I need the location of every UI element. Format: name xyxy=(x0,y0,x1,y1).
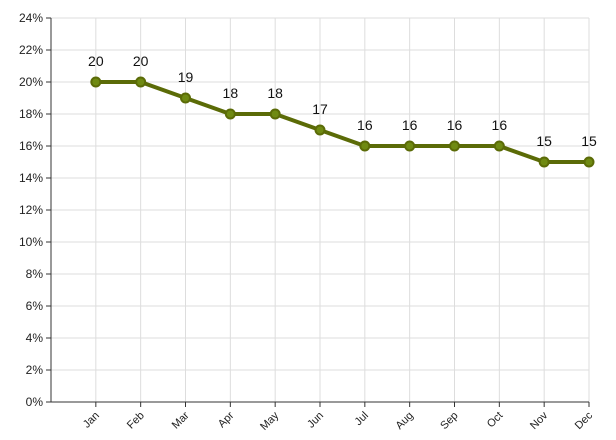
series-group xyxy=(93,80,591,164)
data-label: 15 xyxy=(536,133,552,149)
data-point xyxy=(269,108,281,120)
data-point xyxy=(359,140,371,152)
y-tick-label: 22% xyxy=(19,43,43,57)
data-point xyxy=(493,140,505,152)
y-tick-label: 2% xyxy=(26,363,44,377)
y-tick-label: 4% xyxy=(26,331,44,345)
series-line xyxy=(93,80,591,164)
data-labels: 20 20 19 18 18 17 16 16 16 16 15 15 xyxy=(88,53,597,149)
y-tick-label: 0% xyxy=(26,395,44,409)
data-point xyxy=(180,92,191,104)
data-point xyxy=(224,108,236,120)
data-label: 15 xyxy=(581,133,597,149)
data-label: 16 xyxy=(447,117,463,133)
data-point xyxy=(583,156,595,168)
data-point xyxy=(404,140,416,152)
data-point xyxy=(314,124,326,136)
y-tick-label: 24% xyxy=(19,11,43,25)
data-point xyxy=(538,156,550,168)
y-tick-label: 6% xyxy=(26,299,44,313)
data-label: 16 xyxy=(492,117,508,133)
data-label: 16 xyxy=(402,117,418,133)
y-tick-label: 20% xyxy=(19,75,43,89)
data-label: 18 xyxy=(223,85,239,101)
chart-axes xyxy=(46,17,590,407)
data-label: 20 xyxy=(88,53,104,69)
data-label: 19 xyxy=(178,69,194,85)
y-tick-label: 14% xyxy=(19,171,43,185)
y-tick-label: 8% xyxy=(26,267,44,281)
data-point xyxy=(135,76,147,88)
data-point xyxy=(449,140,460,152)
grid-lines xyxy=(51,17,590,402)
data-label: 17 xyxy=(312,101,328,117)
y-tick-label: 16% xyxy=(19,139,43,153)
data-point xyxy=(90,76,102,88)
data-label: 16 xyxy=(357,117,373,133)
data-points xyxy=(90,76,595,168)
data-label: 20 xyxy=(133,53,149,69)
y-tick-label: 10% xyxy=(19,235,43,249)
data-label: 18 xyxy=(267,85,283,101)
y-axis-ticks: 0% 2% 4% 6% 8% 10% 12% 14% 16% 18% 20% 22% 24% xyxy=(19,11,43,409)
y-tick-label: 18% xyxy=(19,107,43,121)
y-tick-label: 12% xyxy=(19,203,43,217)
